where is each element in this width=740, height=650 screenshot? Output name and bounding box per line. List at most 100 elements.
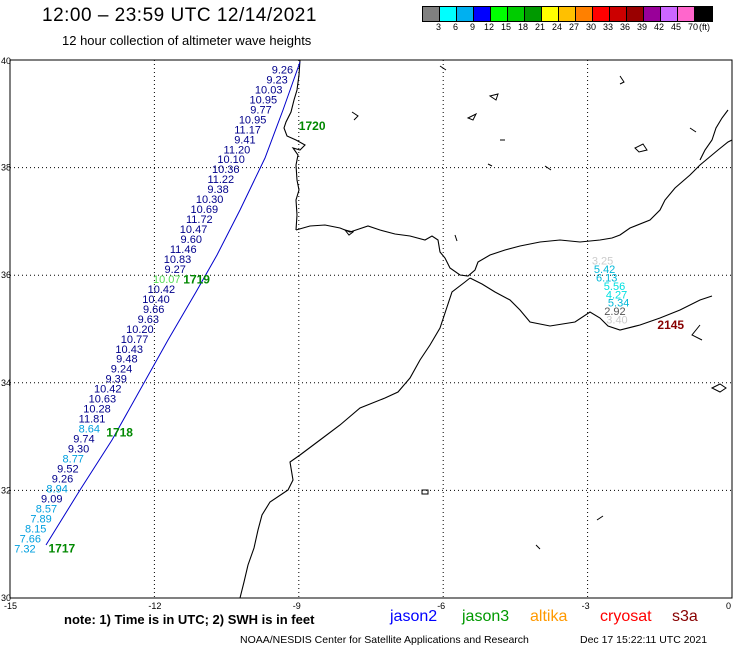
wave-height-value: 9.23 xyxy=(266,74,287,86)
wave-height-value: 9.09 xyxy=(41,493,62,505)
satellite-name-s3a: s3a xyxy=(672,608,698,625)
wave-height-value: 11.81 xyxy=(79,414,106,426)
legend-tick-label: 45 xyxy=(671,22,682,32)
wave-height-value: 9.26 xyxy=(52,473,73,485)
color-scale-legend xyxy=(422,6,713,22)
legend-tick-label: 36 xyxy=(620,22,631,32)
page-title: 12:00 – 23:59 UTC 12/14/2021 xyxy=(42,5,317,26)
wave-height-value: 9.27 xyxy=(164,264,185,276)
wave-height-value: 9.39 xyxy=(105,374,126,386)
lon-tick-label: -6 xyxy=(437,601,445,610)
wave-height-value: 10.20 xyxy=(126,324,154,336)
legend-tick-label: 21 xyxy=(535,22,546,32)
wave-height-value: 9.38 xyxy=(207,184,228,196)
map-subtitle: 12 hour collection of altimeter wave hei… xyxy=(62,33,312,48)
lat-tick-label: 34 xyxy=(1,378,11,388)
wave-height-value: 8.57 xyxy=(36,503,57,515)
legend-tick-label: 18 xyxy=(518,22,529,32)
legend-tick-label: 6 xyxy=(453,22,459,32)
wave-height-value: 9.48 xyxy=(116,354,137,366)
legend-tick-label: 15 xyxy=(501,22,512,32)
lat-tick-label: 38 xyxy=(1,163,11,173)
wave-height-value: 7.89 xyxy=(30,513,51,525)
wave-height-value: 8.15 xyxy=(25,523,46,535)
wave-height-value: 10.28 xyxy=(83,404,111,416)
legend-tick-label: 3 xyxy=(436,22,442,32)
legend-tick-label: 39 xyxy=(637,22,648,32)
lat-tick-label: 36 xyxy=(1,270,11,280)
track-time-label: 2145 xyxy=(657,318,684,332)
wave-height-value: 11.46 xyxy=(170,244,197,256)
lon-tick-label: 0 xyxy=(726,601,731,610)
legend-swatch xyxy=(695,7,712,21)
legend-tick-label: 9 xyxy=(470,22,476,32)
wave-height-value: 11.20 xyxy=(224,144,251,156)
wave-height-value: 10.36 xyxy=(212,164,240,176)
legend-swatch xyxy=(576,7,593,21)
wave-height-value: 10.07 xyxy=(153,274,181,286)
wave-height-value: 8.94 xyxy=(46,483,67,495)
lon-tick-label: -9 xyxy=(293,601,301,610)
legend-tick-label: 24 xyxy=(552,22,563,32)
wave-height-value: 10.77 xyxy=(121,334,149,346)
wave-height-value: 10.47 xyxy=(180,224,208,236)
satellite-name-altika: altika xyxy=(530,608,568,625)
legend-swatch xyxy=(559,7,576,21)
legend-tick-label: 70 xyxy=(688,22,699,32)
wave-height-value: 10.95 xyxy=(250,94,278,106)
jason-track-line xyxy=(45,61,301,546)
wave-height-value: 7.66 xyxy=(20,533,41,545)
portugal-coast xyxy=(283,59,306,231)
axis-tick-labels: 40 38 36 34 32 30-15 -12 -9 -6 -3 0 xyxy=(1,56,731,610)
wave-height-value: 9.41 xyxy=(234,134,255,146)
wave-height-value: 10.43 xyxy=(115,344,143,356)
wave-height-value: 4.27 xyxy=(606,289,627,301)
wave-height-value: 9.77 xyxy=(250,104,271,116)
legend-swatch xyxy=(491,7,508,21)
wave-height-value: 10.30 xyxy=(196,194,224,206)
legend-swatch xyxy=(593,7,610,21)
track-time-label: 1719 xyxy=(183,272,210,286)
wave-height-value: 9.74 xyxy=(73,434,94,446)
wave-height-value: 8.77 xyxy=(63,453,84,465)
legend-swatch xyxy=(423,7,440,21)
wave-height-value: 10.42 xyxy=(94,384,122,396)
legend-swatch xyxy=(508,7,525,21)
island-details xyxy=(343,65,727,550)
legend-swatch xyxy=(627,7,644,21)
legend-swatch xyxy=(542,7,559,21)
legend-swatch xyxy=(440,7,457,21)
legend-tick-label: 12 xyxy=(484,22,495,32)
wave-height-value: 5.34 xyxy=(608,298,629,310)
wave-height-value: 2.92 xyxy=(604,306,625,318)
wave-height-value: 9.26 xyxy=(272,64,293,76)
map-frame xyxy=(9,59,733,599)
wave-height-value: 10.63 xyxy=(89,394,117,406)
legend-swatch xyxy=(457,7,474,21)
wave-height-value: 3.40 xyxy=(606,315,627,327)
wave-height-value: 5.42 xyxy=(594,264,615,276)
wave-height-value: 10.03 xyxy=(255,84,283,96)
satellite-name-jason3: jason3 xyxy=(462,608,510,625)
spain-south-coast xyxy=(295,139,733,277)
lon-tick-label: -12 xyxy=(148,601,161,610)
lat-tick-label: 30 xyxy=(1,593,11,603)
legend-tick-label: 27 xyxy=(569,22,580,32)
lat-tick-label: 32 xyxy=(1,485,11,495)
wave-height-value: 10.10 xyxy=(217,154,245,166)
wave-height-value: 9.52 xyxy=(57,463,78,475)
footer-credit: NOAA/NESDIS Center for Satellite Applica… xyxy=(240,634,529,646)
legend-tick-label: 33 xyxy=(603,22,614,32)
lat-tick-label: 40 xyxy=(1,56,11,66)
wave-height-value: 10.42 xyxy=(148,284,176,296)
satellite-name-cryosat: cryosat xyxy=(600,608,652,625)
morocco-coast xyxy=(469,277,713,331)
moroccan-atlantic-coast xyxy=(239,277,471,599)
wave-height-value: 11.17 xyxy=(234,124,261,136)
wave-height-value: 10.83 xyxy=(164,254,192,266)
wave-height-value: 9.60 xyxy=(181,234,202,246)
hour-labels: 1720 1719 1718 1717 2145 xyxy=(49,119,685,555)
legend-swatch xyxy=(474,7,491,21)
legend-swatch xyxy=(644,7,661,21)
